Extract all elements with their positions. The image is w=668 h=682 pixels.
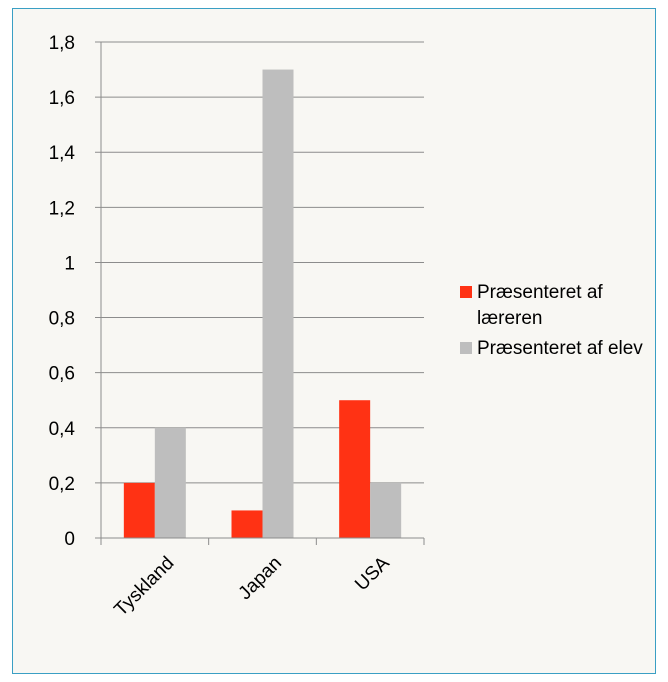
y-tick-label: 0,8 (49, 309, 75, 330)
x-category-label: Japan (235, 553, 286, 604)
y-tick-label: 1,4 (49, 143, 76, 164)
legend: Præsenteret af læreren Præsenteret af el… (460, 280, 660, 366)
legend-swatch-teacher (460, 286, 472, 298)
legend-label-teacher: Præsenteret af læreren (477, 282, 603, 329)
bar-teacher-tyskland (123, 482, 155, 538)
y-tick-label: 1,8 (49, 33, 75, 54)
bar-teacher-usa (339, 400, 371, 538)
y-tick-label: 0,4 (49, 419, 76, 440)
bar-student-japan (262, 69, 294, 539)
x-category-label: USA (351, 552, 394, 595)
legend-item-teacher: Præsenteret af læreren (460, 280, 660, 332)
x-category-label: Tyskland (110, 553, 178, 621)
chart-frame (12, 8, 656, 674)
legend-swatch-student (460, 342, 472, 354)
y-tick-label: 1,6 (49, 88, 75, 109)
legend-label-student: Præsenteret af elev (477, 338, 643, 359)
y-tick-label: 0,2 (49, 474, 75, 495)
bar-student-usa (370, 482, 402, 538)
bar-student-tyskland (154, 427, 186, 538)
bar-teacher-japan (231, 510, 263, 538)
legend-item-student: Præsenteret af elev (460, 336, 660, 362)
y-tick-label: 1 (64, 253, 75, 274)
y-tick-label: 0,6 (49, 364, 75, 385)
y-tick-label: 1,2 (49, 198, 75, 219)
y-tick-label: 0 (64, 529, 75, 550)
